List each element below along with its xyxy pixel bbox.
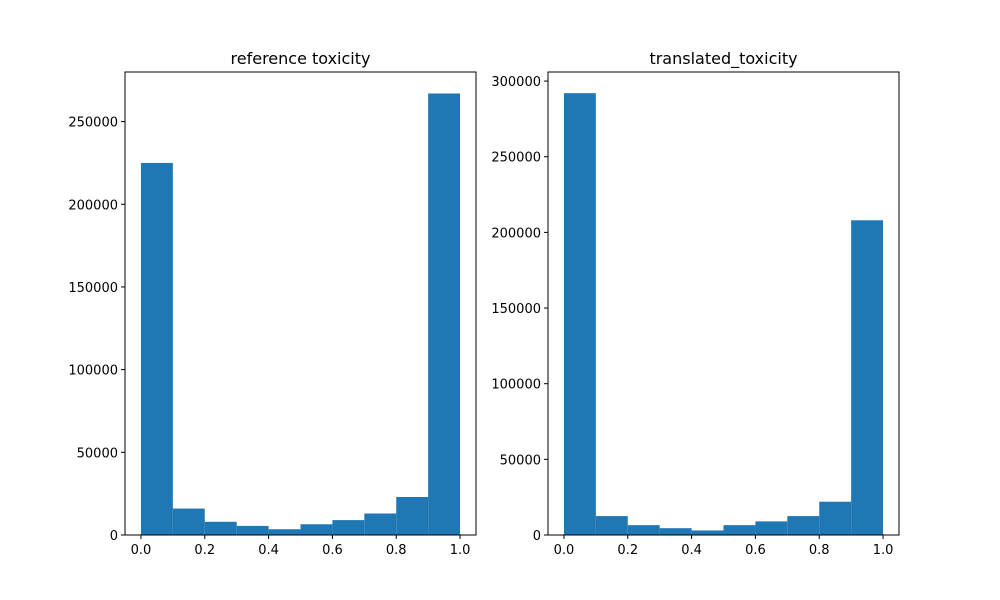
histogram-bar [819,501,852,535]
x-tick-label: 0.8 [386,543,407,558]
histogram-bar [659,528,692,535]
y-tick-label: 150000 [68,281,118,296]
x-tick-label: 0.6 [745,543,766,558]
subplot-title: reference toxicity [231,49,371,68]
x-tick-label: 0.2 [617,543,638,558]
histogram-bar [300,524,333,535]
histogram-bar [236,525,269,535]
x-tick-label: 0.0 [554,543,575,558]
y-tick-label: 300000 [491,75,541,90]
y-tick-label: 150000 [491,302,541,317]
histogram-bar [428,93,461,535]
y-tick-label: 100000 [491,378,541,393]
x-tick-label: 0.6 [322,543,343,558]
x-tick-label: 0.8 [809,543,830,558]
histogram-bar [364,513,397,535]
y-tick-label: 250000 [68,116,118,131]
reference-toxicity-subplot: reference toxicity 0.0 0.2 0.4 0.6 0.8 1.0 0 5… [68,49,477,558]
histogram-bar [851,220,884,535]
x-axis-ticks: 0.0 0.2 0.4 0.6 0.8 1.0 [554,535,894,558]
axes-frame [547,71,900,536]
x-tick-label: 0.4 [258,543,279,558]
histogram-bar [787,516,820,535]
histogram-bar [755,521,788,535]
y-tick-label: 50000 [500,453,541,468]
x-tick-label: 0.0 [131,543,152,558]
histogram-bar [396,496,429,535]
histogram-bar [627,525,660,535]
y-tick-label: 100000 [68,364,118,379]
y-tick-label: 0 [110,529,118,544]
histogram-bar [563,93,596,535]
translated-toxicity-subplot: translated_toxicity 0.0 0.2 0.4 0.6 0.8 1.0 0… [491,49,900,558]
histogram-bar [332,520,365,535]
y-tick-label: 0 [533,529,541,544]
y-tick-label: 250000 [491,151,541,166]
x-axis-ticks: 0.0 0.2 0.4 0.6 0.8 1.0 [131,535,471,558]
histogram-bar [140,162,173,536]
histogram-bar [723,525,756,535]
histogram-bars [563,93,884,535]
y-tick-label: 200000 [68,198,118,213]
x-tick-label: 1.0 [450,543,471,558]
y-axis-ticks: 0 50000 100000 150000 200000 250000 [68,116,125,544]
axes-frame [124,71,477,536]
histogram-bar [691,530,724,535]
y-axis-ticks: 0 50000 100000 150000 200000 250000 300000 [491,75,548,544]
subplot-title: translated_toxicity [649,49,797,69]
x-tick-label: 1.0 [873,543,894,558]
histogram-bar [172,508,205,535]
histogram-bar [268,529,301,535]
histogram-bar [595,516,628,535]
histogram-bars [140,93,461,536]
y-tick-label: 200000 [491,226,541,241]
y-tick-label: 50000 [77,446,118,461]
x-tick-label: 0.2 [194,543,215,558]
histogram-bar [204,521,237,535]
x-tick-label: 0.4 [681,543,702,558]
